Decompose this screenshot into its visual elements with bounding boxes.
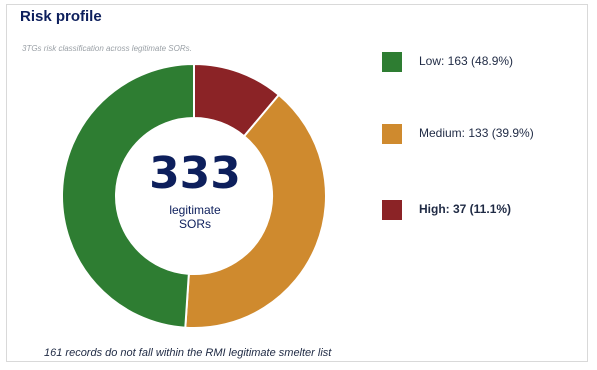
- legend-label-high: High: 37 (11.1%): [419, 202, 512, 216]
- footnote: 161 records do not fall within the RMI l…: [44, 347, 332, 359]
- legend-swatch-high: [382, 200, 402, 220]
- card-subtitle: 3TGs risk classification across legitima…: [22, 44, 192, 53]
- total-sors-label-line1: legitimate: [169, 203, 221, 217]
- donut-slice-low: [61, 62, 195, 329]
- legend-label-medium: Medium: 133 (39.9%): [419, 126, 534, 140]
- donut-slice-medium: [184, 93, 327, 329]
- legend-swatch-medium: [382, 124, 402, 144]
- total-sors-label-line2: SORs: [178, 217, 211, 231]
- total-sors-value: 333: [149, 148, 241, 199]
- card-title: Risk profile: [20, 8, 102, 25]
- legend-label-low: Low: 163 (48.9%): [419, 54, 514, 68]
- total-sors-label: legitimate SORs: [135, 203, 255, 231]
- legend-swatch-low: [382, 52, 402, 72]
